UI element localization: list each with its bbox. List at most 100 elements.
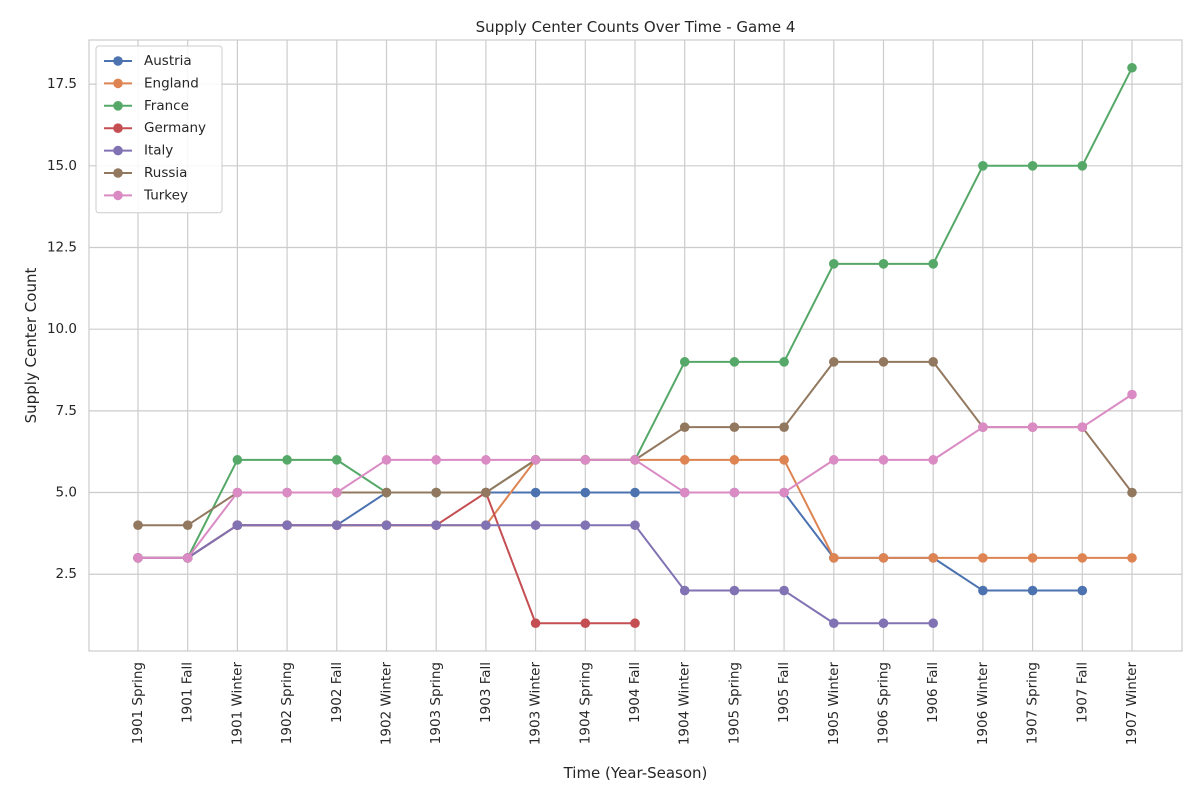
- legend-swatch-marker: [113, 145, 123, 156]
- legend-swatch-marker: [113, 78, 123, 89]
- data-point-russia: [381, 487, 392, 498]
- data-point-austria: [978, 585, 988, 596]
- data-point-france: [232, 455, 243, 465]
- x-tick-label: 1903 Spring: [428, 662, 444, 744]
- legend: Austria England France Germany Italy Russia Tu…: [95, 45, 223, 214]
- data-point-italy: [332, 520, 342, 531]
- chart-title: Supply Center Counts Over Time - Game 4: [476, 18, 796, 36]
- x-axis-label: Time (Year-Season): [563, 764, 708, 782]
- data-point-austria: [580, 487, 591, 498]
- data-point-italy: [481, 520, 491, 531]
- data-point-italy: [431, 520, 442, 531]
- y-tick-label: 17.5: [47, 76, 77, 92]
- legend-label-italy: Italy: [144, 143, 173, 159]
- data-point-russia: [481, 487, 491, 498]
- legend-label-austria: Austria: [144, 53, 192, 69]
- data-point-turkey: [1077, 422, 1088, 432]
- data-point-france: [1027, 160, 1038, 171]
- y-tick-label: 5.0: [56, 485, 77, 501]
- data-point-france: [1077, 160, 1088, 171]
- data-point-turkey: [779, 487, 789, 498]
- data-point-turkey: [282, 487, 292, 498]
- data-point-italy: [779, 585, 789, 596]
- series-turkey: [133, 389, 1137, 563]
- y-axis-ticks: 2.5 5.0 7.5 10.0 12.5 15.0 17.5: [47, 76, 77, 582]
- plot-frame: [88, 39, 1183, 652]
- x-tick-label: 1906 Winter: [975, 662, 991, 746]
- legend-box: [95, 45, 223, 214]
- data-point-russia: [1127, 487, 1137, 498]
- y-tick-label: 15.0: [47, 158, 77, 174]
- x-tick-label: 1902 Fall: [329, 662, 345, 723]
- data-point-england: [679, 455, 690, 465]
- x-tick-label: 1903 Winter: [528, 662, 544, 746]
- data-point-russia: [779, 422, 789, 432]
- data-point-russia: [182, 520, 193, 531]
- legend-label-france: France: [144, 98, 189, 114]
- data-point-russia: [928, 357, 938, 367]
- x-tick-label: 1905 Fall: [776, 662, 792, 723]
- data-point-england: [878, 553, 889, 563]
- data-point-turkey: [182, 553, 193, 563]
- x-tick-label: 1904 Spring: [577, 662, 593, 744]
- y-tick-label: 12.5: [47, 239, 77, 255]
- legend-swatch-marker: [113, 56, 123, 66]
- data-point-austria: [1077, 585, 1088, 596]
- y-tick-label: 2.5: [56, 566, 77, 582]
- data-point-england: [729, 455, 740, 465]
- x-tick-label: 1904 Winter: [677, 662, 693, 746]
- data-point-turkey: [580, 455, 591, 465]
- data-point-turkey: [679, 487, 690, 498]
- data-point-france: [282, 455, 292, 465]
- data-point-turkey: [630, 455, 640, 465]
- x-tick-label: 1904 Fall: [627, 662, 643, 723]
- x-tick-label: 1905 Winter: [826, 662, 842, 746]
- y-tick-label: 10.0: [47, 321, 77, 337]
- data-point-germany: [580, 618, 591, 629]
- legend-item-france: France: [104, 98, 189, 114]
- data-point-france: [1127, 62, 1137, 73]
- x-tick-label: 1901 Fall: [180, 662, 196, 723]
- legend-swatch-marker: [113, 168, 123, 178]
- series-italy: [133, 520, 938, 629]
- legend-label-turkey: Turkey: [143, 187, 188, 203]
- data-point-italy: [232, 520, 243, 531]
- y-axis-label: Supply Center Count: [22, 268, 40, 424]
- data-point-turkey: [481, 455, 491, 465]
- data-point-russia: [133, 520, 143, 531]
- data-point-turkey: [431, 455, 442, 465]
- data-point-england: [1127, 553, 1137, 563]
- data-point-turkey: [232, 487, 243, 498]
- data-point-turkey: [928, 455, 938, 465]
- legend-item-italy: Italy: [104, 143, 173, 159]
- data-point-france: [878, 259, 889, 269]
- data-point-england: [1077, 553, 1088, 563]
- data-point-russia: [829, 357, 839, 367]
- x-tick-label: 1906 Spring: [876, 662, 892, 744]
- data-point-russia: [679, 422, 690, 432]
- data-point-france: [829, 259, 839, 269]
- x-tick-label: 1901 Spring: [130, 662, 146, 744]
- data-point-england: [1027, 553, 1038, 563]
- data-point-russia: [729, 422, 740, 432]
- data-point-england: [978, 553, 988, 563]
- data-point-italy: [630, 520, 640, 531]
- series-layer: [133, 62, 1137, 629]
- data-point-russia: [431, 487, 442, 498]
- data-point-england: [779, 455, 789, 465]
- x-tick-label: 1902 Winter: [379, 662, 395, 746]
- data-point-italy: [878, 618, 889, 629]
- data-point-turkey: [530, 455, 541, 465]
- legend-item-germany: Germany: [104, 120, 206, 136]
- legend-item-austria: Austria: [104, 53, 192, 69]
- x-axis-ticks: 1901 Spring 1901 Fall 1901 Winter 1902 Spri…: [130, 662, 1140, 746]
- data-point-france: [729, 357, 740, 367]
- x-tick-label: 1902 Spring: [279, 662, 295, 744]
- data-point-italy: [679, 585, 690, 596]
- data-point-austria: [530, 487, 541, 498]
- x-tick-label: 1906 Fall: [925, 662, 941, 723]
- data-point-turkey: [878, 455, 889, 465]
- data-point-austria: [1027, 585, 1038, 596]
- data-point-turkey: [978, 422, 988, 432]
- legend-swatch-marker: [113, 101, 123, 111]
